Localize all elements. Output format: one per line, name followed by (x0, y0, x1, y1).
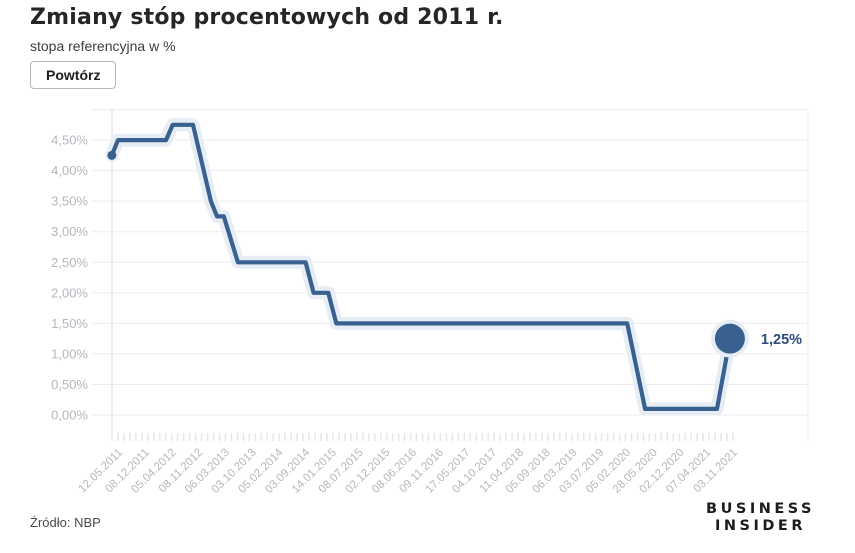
svg-text:2,50%: 2,50% (51, 255, 88, 270)
x-axis-labels: 12.05.201108.12.201105.04.201208.11.2012… (77, 446, 741, 496)
svg-text:0,50%: 0,50% (51, 377, 88, 392)
svg-text:3,00%: 3,00% (51, 224, 88, 239)
chart-subtitle: stopa referencyjna w % (30, 38, 176, 54)
rate-line (109, 122, 732, 411)
svg-text:1,00%: 1,00% (51, 346, 88, 361)
x-axis-ticks (117, 433, 734, 441)
svg-text:0,00%: 0,00% (51, 408, 88, 423)
y-axis-labels: 4,50% 4,00% 3,50% 3,00% 2,50% 2,00% 1,50% 1,00%… (51, 133, 88, 423)
svg-text:4,00%: 4,00% (51, 163, 88, 178)
svg-text:1,50%: 1,50% (51, 316, 88, 331)
replay-button[interactable]: Powtórz (30, 61, 117, 89)
brand-line-2: INSIDER (715, 518, 807, 534)
end-dot (714, 323, 745, 354)
chart-title: Zmiany stóp procentowych od 2011 r. (30, 5, 504, 30)
svg-text:3,50%: 3,50% (51, 194, 88, 209)
source-note: Źródło: NBP (30, 515, 101, 530)
end-value-label: 1,25% (761, 332, 802, 348)
svg-text:2,00%: 2,00% (51, 285, 88, 300)
start-dot (107, 150, 117, 160)
svg-text:4,50%: 4,50% (51, 133, 88, 148)
brand-line-1: BUSINESS (706, 501, 815, 517)
business-insider-logo: BUSINESS INSIDER (706, 501, 815, 535)
